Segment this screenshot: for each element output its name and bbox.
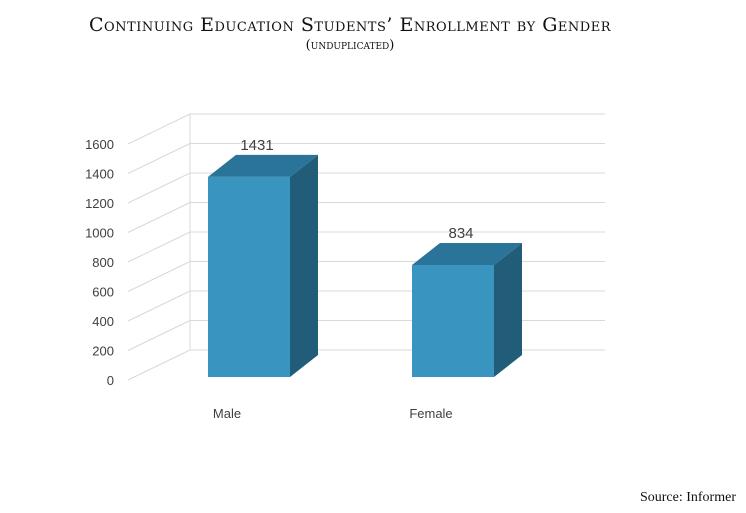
gridline-wall [127,231,191,263]
y-tick-label: 400 [92,314,114,329]
y-tick-label: 1200 [85,196,114,211]
bar [412,264,494,377]
y-tick-label: 200 [92,344,114,359]
bar-top [208,154,318,177]
gridline-wall [127,113,191,145]
bar [208,176,290,377]
x-category-label: Male [213,406,241,421]
x-category-label: Female [409,406,452,421]
gridline-wall [127,349,191,381]
chart-subtitle: (unduplicated) [305,38,395,53]
gridline-wall [127,143,191,174]
data-label: 1431 [240,137,273,154]
chart-title: Continuing Education Students’ Enrollmen… [88,14,611,36]
y-tick-label: 1000 [85,226,114,241]
y-tick-label: 800 [92,255,114,270]
y-tick-label: 0 [107,373,114,388]
bar-top [412,242,522,265]
y-tick-label: 1400 [85,167,114,182]
bar-side [290,154,318,377]
gridline-wall [127,290,191,322]
y-tick-label: 1600 [85,137,114,152]
y-tick-label: 600 [92,285,114,300]
gridline-wall [127,261,191,292]
data-label: 834 [448,225,473,242]
gridline-wall [127,172,191,204]
gridline-wall [127,320,191,351]
gridline-wall [127,202,191,233]
bar-side [494,242,522,377]
source-note: Source: Informer [639,490,736,505]
